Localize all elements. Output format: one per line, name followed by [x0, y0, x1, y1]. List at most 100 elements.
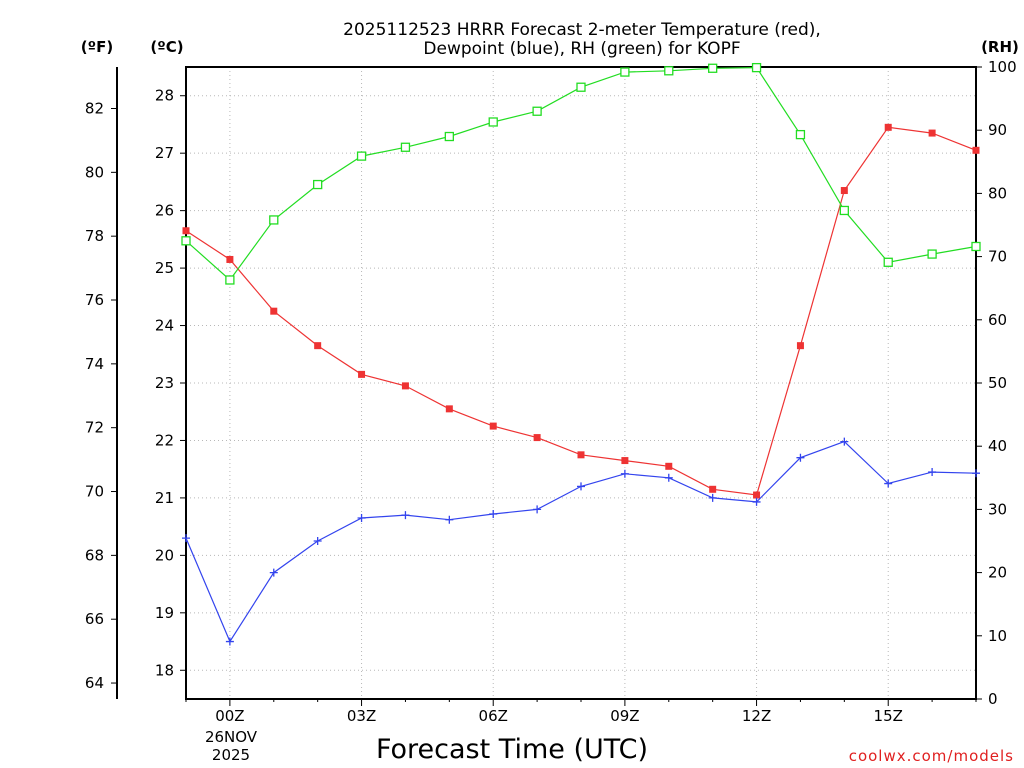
- rh-point: [708, 63, 718, 73]
- series: [181, 62, 981, 646]
- x-tick-label: 00Z: [215, 707, 244, 725]
- dewpoint-point: [708, 493, 717, 502]
- 2-meter-temperature-point: [753, 491, 761, 499]
- dewpoint-point: [533, 505, 542, 514]
- rh-point: [751, 62, 762, 73]
- rh-point: [532, 106, 542, 116]
- fahrenheit-unit-label: (ºF): [81, 38, 113, 56]
- celsius-tick-label: 18: [155, 661, 174, 679]
- 2-meter-temperature-point: [577, 451, 585, 459]
- dewpoint-point: [489, 509, 498, 518]
- celsius-tick-label: 22: [155, 431, 174, 449]
- x-tick-label: 09Z: [610, 707, 639, 725]
- fahrenheit-tick-label: 70: [85, 483, 104, 501]
- 2-meter-temperature-point: [665, 462, 673, 470]
- 2-meter-temperature-series: [182, 123, 980, 499]
- rh-series: [181, 62, 981, 285]
- rh-tick-label: 70: [988, 248, 1007, 266]
- 2-meter-temperature-point: [489, 422, 497, 430]
- rh-point: [488, 117, 498, 127]
- x-tick-label: 15Z: [874, 707, 903, 725]
- rh-point: [971, 241, 981, 252]
- 2-meter-temperature-point: [445, 405, 453, 413]
- rh-point: [313, 179, 323, 190]
- fahrenheit-tick-label: 68: [85, 546, 104, 564]
- rh-point: [400, 142, 411, 152]
- rh-tick-label: 90: [988, 121, 1007, 139]
- 2-meter-temperature-point: [709, 485, 717, 493]
- fahrenheit-tick-label: 64: [85, 674, 104, 692]
- dewpoint-point: [577, 482, 585, 491]
- dewpoint-point: [664, 473, 673, 482]
- dewpoint-point: [840, 437, 849, 446]
- 2-meter-temperature-point: [314, 342, 322, 350]
- x-tick-label: 12Z: [742, 707, 771, 725]
- 2-meter-temperature-point: [928, 129, 936, 137]
- 2-meter-temperature-point: [226, 255, 234, 263]
- chart-subtitle: Dewpoint (blue), RH (green) for KOPF: [423, 39, 740, 59]
- dewpoint-point: [972, 469, 980, 478]
- celsius-tick-label: 26: [155, 202, 174, 220]
- celsius-tick-label: 28: [155, 87, 174, 105]
- fahrenheit-tick-label: 74: [85, 355, 104, 373]
- dewpoint-point: [269, 568, 278, 577]
- fahrenheit-tick-label: 66: [85, 610, 104, 628]
- celsius-tick-label: 27: [155, 144, 174, 162]
- credit-text: coolwx.com/models: [849, 747, 1014, 765]
- dewpoint-point: [182, 534, 190, 543]
- rh-point: [883, 257, 893, 267]
- fahrenheit-tick-label: 80: [85, 163, 104, 181]
- rh-tick-label: 30: [988, 500, 1007, 518]
- 2-meter-temperature-point: [533, 434, 541, 442]
- rh-tick-label: 50: [988, 374, 1007, 392]
- 2-meter-temperature-point: [621, 457, 629, 465]
- x-tick-label: 06Z: [479, 707, 508, 725]
- rh-point: [620, 67, 630, 77]
- rh-line: [185, 66, 977, 281]
- fahrenheit-tick-label: 72: [85, 419, 104, 437]
- rh-tick-label: 80: [988, 184, 1007, 202]
- celsius-tick-label: 23: [155, 374, 174, 392]
- fahrenheit-tick-label: 78: [85, 227, 104, 245]
- celsius-tick-label: 21: [155, 489, 174, 507]
- rh-point: [927, 249, 937, 259]
- celsius-tick-label: 25: [155, 259, 174, 277]
- date-label-year: 2025: [212, 746, 250, 764]
- dewpoint-point: [445, 515, 454, 524]
- rh-tick-label: 20: [988, 564, 1007, 582]
- rh-tick-label: 0: [988, 690, 998, 708]
- rh-unit-label: (RH): [981, 38, 1019, 56]
- 2-meter-temperature-point: [796, 342, 804, 350]
- dewpoint-point: [928, 468, 937, 477]
- grid-lines: [186, 67, 976, 699]
- dewpoint-point: [796, 453, 805, 462]
- rh-point: [576, 82, 586, 92]
- celsius-unit-label: (ºC): [150, 38, 183, 56]
- tick-labels: 00Z 03Z 06Z 09Z 12Z 15Z 18 19 20 21 22 23 24 25 26 27 28…: [85, 58, 1017, 725]
- rh-tick-label: 60: [988, 311, 1007, 329]
- fahrenheit-tick-label: 76: [85, 291, 104, 309]
- plot-frame: [185, 66, 977, 700]
- rh-tick-label: 40: [988, 437, 1007, 455]
- rh-tick-label: 100: [988, 58, 1017, 76]
- dewpoint-point: [752, 497, 761, 506]
- rh-point: [795, 129, 806, 140]
- dewpoint-point: [357, 514, 366, 523]
- 2-meter-temperature-point: [972, 146, 980, 154]
- 2-meter-temperature-point: [401, 382, 409, 390]
- celsius-tick-label: 20: [155, 546, 174, 564]
- 2-meter-temperature-point: [358, 370, 366, 378]
- rh-point: [444, 131, 454, 142]
- rh-point: [269, 215, 279, 225]
- dewpoint-point: [401, 511, 410, 520]
- rh-point: [356, 151, 367, 161]
- 2-meter-temperature-point: [270, 307, 278, 315]
- x-axis-label: Forecast Time (UTC): [376, 734, 648, 765]
- rh-point: [225, 275, 235, 285]
- rh-point: [839, 205, 849, 216]
- fahrenheit-tick-label: 82: [85, 99, 104, 117]
- dewpoint-line: [185, 440, 977, 643]
- rh-point: [664, 66, 674, 76]
- celsius-tick-label: 24: [155, 317, 174, 335]
